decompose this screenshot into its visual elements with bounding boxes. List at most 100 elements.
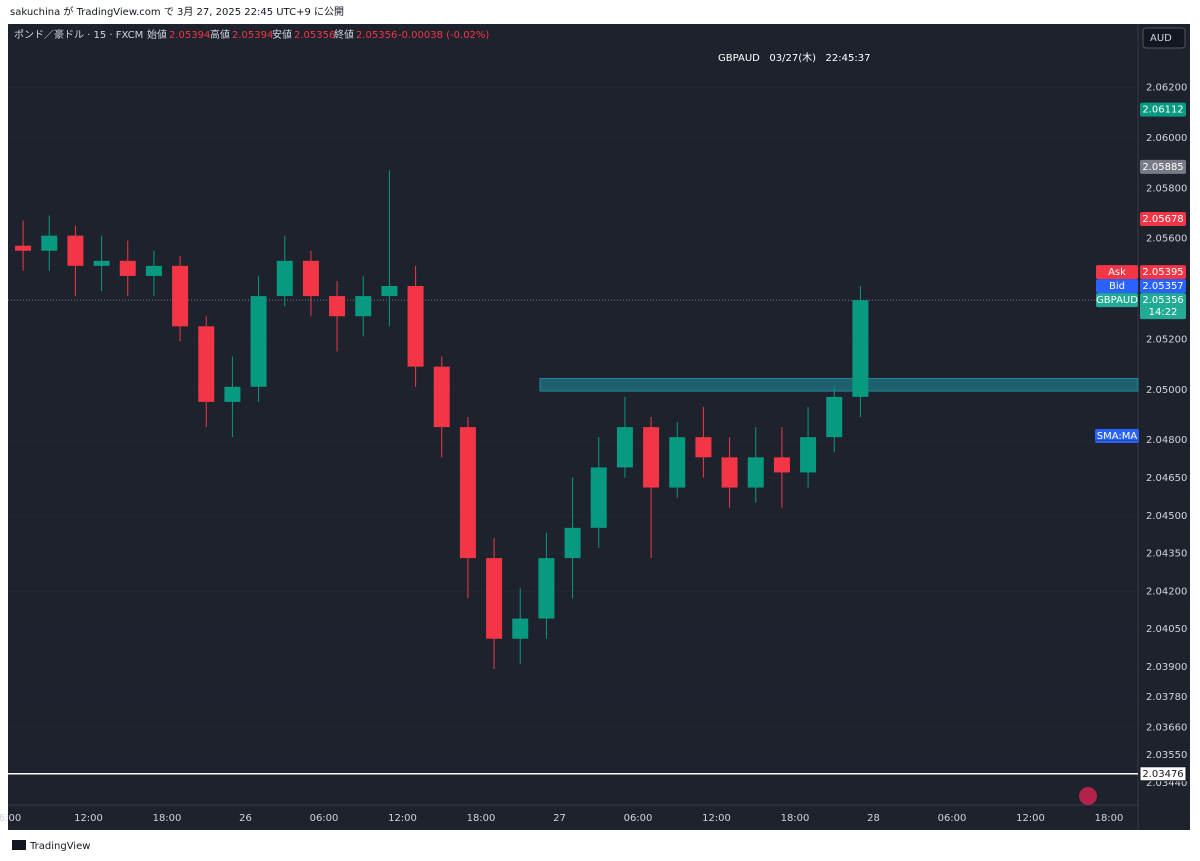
overlay-title: GBPAUD 03/27(木) 22:45:37 bbox=[718, 52, 870, 64]
indicator-tag-box bbox=[1095, 429, 1139, 443]
candle-body bbox=[329, 296, 346, 317]
open-label: 始値 bbox=[147, 28, 167, 41]
price-badge bbox=[1140, 159, 1186, 174]
x-tick-label: 12:00 bbox=[388, 813, 417, 824]
x-tick-label: 06:00 bbox=[310, 813, 339, 824]
price-badge-label: 2.05885 bbox=[1142, 162, 1183, 173]
y-tick-label: 2.04350 bbox=[1146, 549, 1187, 560]
y-tick-label: 2.04050 bbox=[1146, 624, 1187, 635]
open-value: 2.05394 bbox=[169, 30, 210, 41]
x-tick-label: 12:00 bbox=[1016, 813, 1045, 824]
quote-tag: Ask bbox=[1108, 267, 1126, 278]
currency-box[interactable] bbox=[1142, 27, 1186, 49]
price-badge bbox=[1140, 102, 1186, 117]
price-badge-label: 2.05678 bbox=[1142, 214, 1183, 225]
candle-body bbox=[276, 260, 293, 297]
y-tick-label: 2.06000 bbox=[1146, 133, 1187, 144]
candle-body bbox=[852, 300, 869, 397]
candle-body bbox=[486, 558, 503, 639]
y-tick-label: 2.04800 bbox=[1146, 435, 1187, 446]
candle-body bbox=[119, 260, 136, 276]
quote-tag: GBPAUD bbox=[1096, 295, 1138, 306]
logo-mark bbox=[12, 840, 26, 850]
candle-body bbox=[433, 366, 450, 428]
candle-body bbox=[145, 265, 162, 276]
y-tick-label: 2.04200 bbox=[1146, 586, 1187, 597]
close-label: 終値 bbox=[334, 28, 354, 41]
candle-body bbox=[800, 437, 817, 473]
x-tick-label: 18:00 bbox=[467, 813, 496, 824]
chart-panel bbox=[8, 24, 1190, 830]
plot: 2.06200 2.06000 2.05800 2.05600 2.05200 2.050… bbox=[0, 82, 1187, 824]
currency: AUD bbox=[1150, 33, 1172, 44]
level-badge bbox=[1139, 766, 1187, 782]
countdown: 14:22 bbox=[1149, 307, 1178, 318]
y-tick-label: 2.05000 bbox=[1146, 385, 1187, 396]
quote-price: 2.05357 bbox=[1142, 281, 1183, 292]
x-tick-label: 26 bbox=[239, 813, 252, 824]
candle-body bbox=[669, 437, 686, 488]
x-tick-label: 12:00 bbox=[74, 813, 103, 824]
x-tick-label: 27 bbox=[553, 813, 566, 824]
candle-body bbox=[512, 618, 529, 639]
quote-price: 2.05356 bbox=[1142, 295, 1183, 306]
candle-body bbox=[381, 286, 398, 297]
candle-body bbox=[643, 427, 660, 488]
high-label: 高値 bbox=[210, 28, 230, 41]
price-badge bbox=[1140, 211, 1186, 226]
footer-logo: TradingView bbox=[29, 841, 90, 852]
x-tick-label: 18:00 bbox=[781, 813, 810, 824]
candle-body bbox=[67, 235, 84, 266]
y-tick-label: 2.03780 bbox=[1146, 692, 1187, 703]
y-tick-label: 2.05800 bbox=[1146, 183, 1187, 194]
candle-body bbox=[538, 558, 555, 619]
candle-body bbox=[93, 260, 110, 266]
candle-body bbox=[250, 296, 267, 387]
quote-tag-box bbox=[1096, 293, 1138, 308]
quote-tag: Bid bbox=[1109, 281, 1125, 292]
y-tick-label: 2.04500 bbox=[1146, 511, 1187, 522]
publisher: sakuchina が TradingView.com で 3月 27, 202… bbox=[10, 5, 344, 18]
candle-body bbox=[773, 457, 790, 473]
event-icon[interactable] bbox=[1079, 787, 1097, 805]
quote-badge bbox=[1140, 265, 1186, 280]
x-tick-label: 06:00 bbox=[938, 813, 967, 824]
quote-badge bbox=[1140, 293, 1186, 320]
candle-body bbox=[302, 260, 319, 297]
candle-body bbox=[564, 527, 581, 559]
y-tick-label: 2.03900 bbox=[1146, 662, 1187, 673]
candle-body bbox=[459, 427, 476, 559]
high-value: 2.05394 bbox=[232, 30, 273, 41]
candle-body bbox=[826, 396, 843, 438]
quote-tag-box bbox=[1096, 265, 1138, 280]
x-tick-label: 18:00 bbox=[1095, 813, 1124, 824]
y-tick-label: 2.04650 bbox=[1146, 473, 1187, 484]
quote-badge bbox=[1140, 279, 1186, 294]
candle-body bbox=[355, 296, 372, 317]
low-label: 安値 bbox=[272, 28, 292, 41]
y-tick-label: 2.03660 bbox=[1146, 722, 1187, 733]
candle-body bbox=[747, 457, 764, 488]
candle-body bbox=[41, 235, 58, 251]
y-tick-label: 2.05600 bbox=[1146, 234, 1187, 245]
y-tick-label: 2.03440 bbox=[1146, 778, 1187, 789]
candle-body bbox=[616, 427, 633, 468]
candle-body bbox=[15, 245, 32, 251]
low-value: 2.05356 bbox=[294, 30, 335, 41]
quote-tag-box bbox=[1096, 279, 1138, 294]
y-tick-label: 2.03550 bbox=[1146, 750, 1187, 761]
candle-body bbox=[224, 386, 241, 402]
candle-body bbox=[198, 326, 215, 402]
x-tick-label: 28 bbox=[867, 813, 880, 824]
close-value: 2.05356 bbox=[356, 30, 397, 41]
quote-price: 2.05395 bbox=[1142, 267, 1183, 278]
legend: ポンド／豪ドル · 15 · FXCM 始値 2.05394 高値 2.0539… bbox=[14, 28, 489, 41]
change: -0.00038 (-0.02%) bbox=[398, 30, 489, 41]
indicator-tag: SMA:MA bbox=[1097, 431, 1138, 442]
candle-body bbox=[172, 265, 189, 327]
level-badge-label: 2.03476 bbox=[1142, 769, 1183, 780]
candle-body bbox=[590, 467, 607, 528]
x-tick-label: 6:00 bbox=[0, 813, 21, 824]
candle-body bbox=[407, 286, 424, 367]
